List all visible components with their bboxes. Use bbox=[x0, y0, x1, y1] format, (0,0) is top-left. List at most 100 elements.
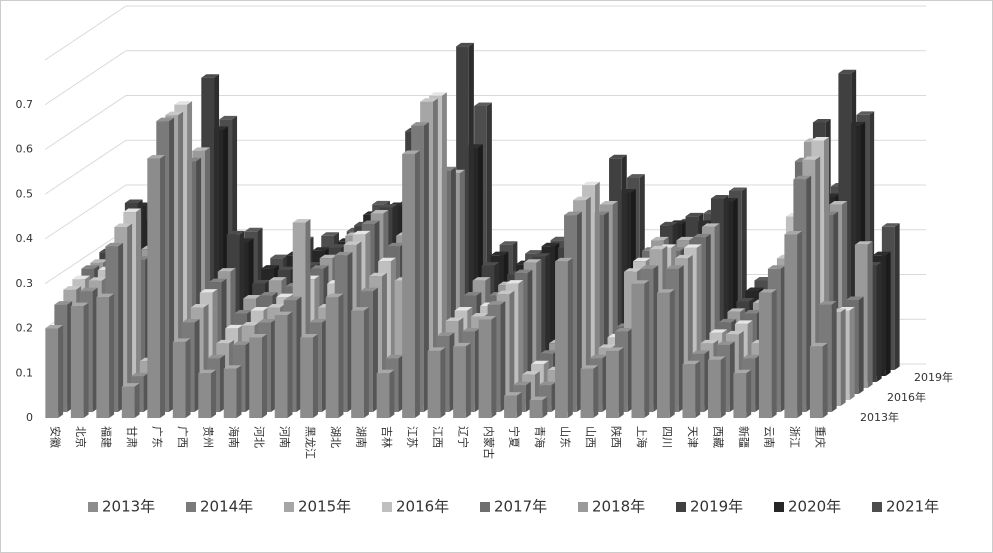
x-tick-label: 山东 bbox=[558, 426, 571, 448]
bar-top bbox=[564, 211, 582, 216]
bar-top bbox=[793, 175, 812, 180]
x-tick-label: 广东 bbox=[151, 426, 164, 448]
bar-top bbox=[217, 268, 236, 272]
labels: 0 0.1 0.2 0.3 0.4 0.5 0.6 0.7 安徽 北京 福建 甘肃 广东 广西 贵州 海南 河北… bbox=[16, 98, 954, 516]
grid-line bbox=[44, 5, 926, 61]
bar bbox=[300, 337, 313, 418]
bar-top bbox=[660, 221, 678, 226]
bar-top bbox=[454, 307, 473, 311]
bar-top bbox=[370, 209, 389, 214]
bar bbox=[274, 315, 288, 418]
bar-top bbox=[45, 325, 64, 329]
bar bbox=[555, 261, 568, 418]
bars bbox=[45, 42, 900, 418]
bar-top bbox=[121, 383, 140, 387]
bar-side bbox=[500, 301, 506, 412]
x-tick-label: 广西 bbox=[176, 426, 189, 448]
bar-top bbox=[692, 233, 711, 238]
bar-top bbox=[310, 265, 329, 269]
bar-top bbox=[474, 102, 492, 106]
bar-top bbox=[540, 350, 558, 354]
legend-swatch bbox=[382, 502, 392, 512]
bar-side bbox=[118, 242, 124, 412]
bar-top bbox=[156, 117, 175, 122]
legend-label: 2014年 bbox=[200, 498, 253, 516]
bar-side bbox=[585, 196, 591, 406]
bar-top bbox=[105, 242, 124, 247]
bar-top bbox=[234, 309, 253, 314]
bar-top bbox=[665, 265, 684, 269]
bar bbox=[809, 346, 823, 418]
bar-top bbox=[276, 293, 294, 298]
bar-side bbox=[831, 301, 837, 412]
bar bbox=[707, 359, 721, 418]
bar-side bbox=[669, 289, 675, 418]
bar-top bbox=[334, 251, 353, 256]
bar-top bbox=[343, 241, 362, 245]
bar-side bbox=[432, 98, 438, 406]
y-tick-label: 0.1 bbox=[16, 366, 34, 379]
bar-side bbox=[169, 117, 175, 412]
x-tick-label: 北京 bbox=[74, 426, 88, 448]
legend-label: 2021年 bbox=[886, 498, 939, 516]
bar bbox=[121, 386, 135, 418]
bar-top bbox=[63, 286, 82, 290]
grid-line bbox=[44, 139, 926, 195]
bar-side bbox=[518, 280, 524, 400]
bar-side bbox=[695, 360, 701, 418]
bar-top bbox=[600, 201, 618, 205]
bar-top bbox=[387, 242, 405, 247]
bar-top bbox=[165, 111, 184, 116]
bar bbox=[147, 158, 161, 418]
bar-top bbox=[838, 69, 857, 74]
bar-side bbox=[109, 293, 115, 418]
x-tick-label: 湖南 bbox=[355, 426, 368, 448]
bar-top bbox=[734, 320, 753, 324]
bar-top bbox=[481, 262, 500, 266]
bar-top bbox=[174, 101, 193, 105]
grid-line bbox=[44, 95, 926, 150]
x-tick-label: 甘肃 bbox=[125, 426, 138, 448]
x-tick-label: 宁夏 bbox=[507, 426, 521, 448]
bar-side bbox=[509, 290, 515, 406]
y-tick-label: 0.7 bbox=[16, 98, 34, 111]
grid-line bbox=[44, 184, 926, 240]
bar-top bbox=[225, 324, 244, 329]
bar-top bbox=[81, 265, 100, 269]
bar-top bbox=[550, 236, 569, 241]
bar bbox=[478, 319, 492, 418]
bar-top bbox=[728, 187, 747, 191]
bar-top bbox=[124, 199, 143, 203]
bar bbox=[580, 368, 594, 418]
x-tick-label: 新疆 bbox=[737, 426, 751, 448]
bar-side bbox=[414, 150, 420, 418]
bar-top bbox=[147, 154, 166, 159]
bar-top bbox=[490, 251, 509, 256]
bar-top bbox=[640, 265, 659, 269]
bar-top bbox=[219, 115, 238, 120]
x-tick-label: 湖北 bbox=[329, 426, 342, 448]
bar-top bbox=[130, 372, 149, 377]
x-tick-label: 河北 bbox=[253, 426, 266, 448]
bar bbox=[529, 400, 543, 418]
bar-top bbox=[216, 339, 235, 344]
bar-top bbox=[472, 277, 491, 281]
x-tick-label: 西藏 bbox=[711, 426, 724, 448]
bar-top bbox=[181, 319, 200, 323]
bar-top bbox=[319, 254, 338, 259]
bar-top bbox=[736, 297, 755, 302]
bar-side bbox=[261, 333, 267, 418]
bar-side bbox=[491, 316, 497, 418]
bar-top bbox=[376, 369, 395, 374]
bar-top bbox=[321, 232, 339, 236]
bar-side bbox=[134, 383, 140, 418]
bar-side bbox=[644, 280, 650, 418]
x-tick-label: 陕西 bbox=[609, 426, 623, 448]
bar-top bbox=[328, 244, 347, 248]
bar-top bbox=[573, 196, 591, 201]
bar bbox=[758, 292, 772, 418]
bar bbox=[682, 364, 696, 418]
bar-side bbox=[746, 369, 752, 418]
bar-top bbox=[250, 307, 269, 311]
bar-top bbox=[525, 250, 543, 254]
